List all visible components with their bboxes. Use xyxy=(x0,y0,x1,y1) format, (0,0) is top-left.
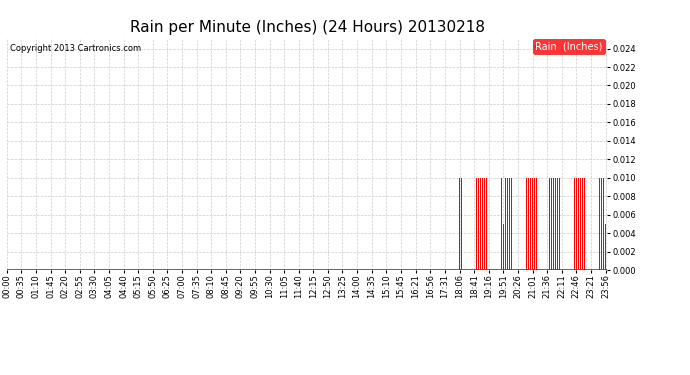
Title: Rain per Minute (Inches) (24 Hours) 20130218: Rain per Minute (Inches) (24 Hours) 2013… xyxy=(130,20,484,35)
Text: Copyright 2013 Cartronics.com: Copyright 2013 Cartronics.com xyxy=(10,45,141,54)
Legend: Rain  (Inches): Rain (Inches) xyxy=(533,39,605,54)
